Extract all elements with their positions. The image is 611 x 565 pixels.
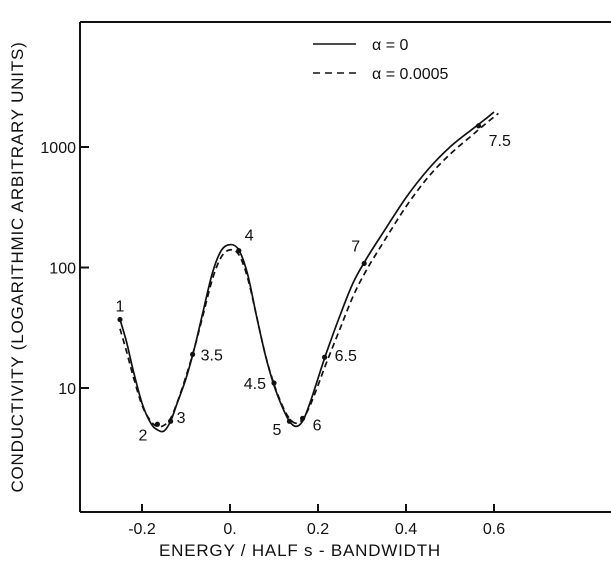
legend-label-series-2: α = 0.0005 — [372, 66, 449, 83]
series-line-alpha-0-0005 — [119, 112, 499, 428]
x-axis-ticks: -0.2 0. 0.2 0.4 0.6 — [128, 504, 505, 538]
series-layer — [119, 111, 499, 433]
y-tick-label: 100 — [49, 261, 76, 278]
x-axis-title: ENERGY / HALF s - BANDWIDTH — [159, 541, 441, 560]
point-label-6-5: 6.5 — [335, 348, 357, 365]
point-label-4-5: 4.5 — [244, 376, 266, 393]
x-tick-label: 0.2 — [307, 521, 329, 538]
data-point-3-5 — [190, 351, 196, 358]
data-point-7 — [361, 260, 367, 267]
point-label-4: 4 — [245, 228, 254, 245]
data-point-4-5 — [271, 380, 277, 386]
data-point-5 — [286, 418, 292, 424]
legend: α = 0 α = 0.0005 — [313, 37, 449, 83]
x-tick-label: -0.2 — [128, 521, 156, 538]
point-label-1: 1 — [116, 299, 125, 316]
y-tick-label: 10 — [58, 381, 76, 398]
x-tick-label: 0. — [223, 521, 236, 538]
point-label-7: 7 — [351, 238, 360, 255]
point-label-5: 5 — [272, 422, 281, 439]
point-label-7-5: 7.5 — [489, 133, 511, 150]
data-point-2 — [154, 421, 160, 427]
data-point-6 — [300, 415, 306, 421]
data-point-6-5 — [322, 354, 328, 360]
data-point-4 — [236, 248, 242, 254]
x-tick-label: 0.6 — [483, 521, 505, 538]
point-label-2: 2 — [138, 427, 147, 444]
point-label-6: 6 — [313, 417, 322, 434]
y-axis-title: CONDUCTIVITY (LOGARITHMIC ARBITRARY UNIT… — [8, 41, 27, 492]
y-axis-ticks: 10 100 1000 — [40, 140, 89, 398]
point-label-3-5: 3.5 — [201, 347, 223, 364]
y-tick-label: 1000 — [40, 140, 76, 157]
series-line-alpha-0 — [119, 111, 495, 433]
data-point-3 — [168, 418, 174, 424]
legend-label-series-1: α = 0 — [372, 37, 408, 54]
labeled-points-layer: 1 2 3 3.5 4 4.5 5 6 6.5 7 7.5 — [116, 123, 511, 444]
data-point-1 — [117, 316, 123, 323]
data-point-7-5 — [476, 123, 482, 129]
point-label-3: 3 — [177, 410, 186, 427]
x-tick-label: 0.4 — [395, 521, 417, 538]
